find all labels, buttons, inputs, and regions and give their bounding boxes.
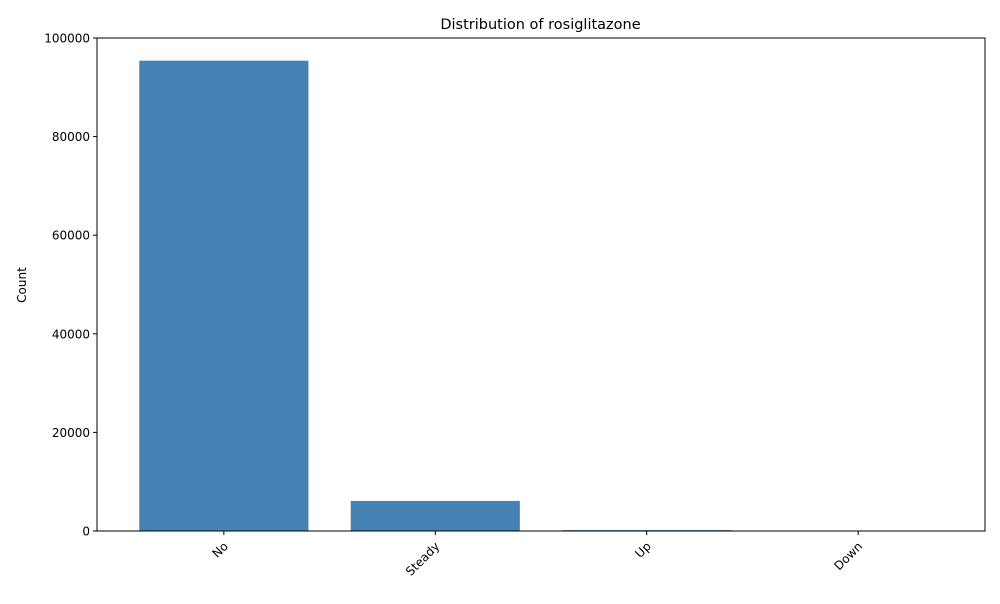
y-tick-label: 0	[82, 525, 90, 539]
y-tick-label: 100000	[44, 32, 90, 46]
bar-steady	[351, 501, 520, 531]
bar-no	[139, 61, 308, 531]
chart-title: Distribution of rosiglitazone	[440, 17, 640, 33]
x-tick-label: Steady	[403, 539, 442, 578]
y-axis-label: Count	[15, 267, 29, 303]
x-axis-ticks: No Steady Up Down	[210, 531, 866, 579]
y-tick-label: 60000	[52, 229, 90, 243]
bars-group	[139, 61, 942, 531]
y-axis-ticks: 0 20000 40000 60000 80000 100000	[44, 32, 97, 539]
x-tick-label: No	[210, 539, 231, 560]
y-tick-label: 20000	[52, 426, 90, 440]
y-tick-label: 80000	[52, 130, 90, 144]
x-tick-label: Down	[831, 539, 865, 573]
x-tick-label: Up	[632, 539, 654, 561]
y-tick-label: 40000	[52, 327, 90, 341]
